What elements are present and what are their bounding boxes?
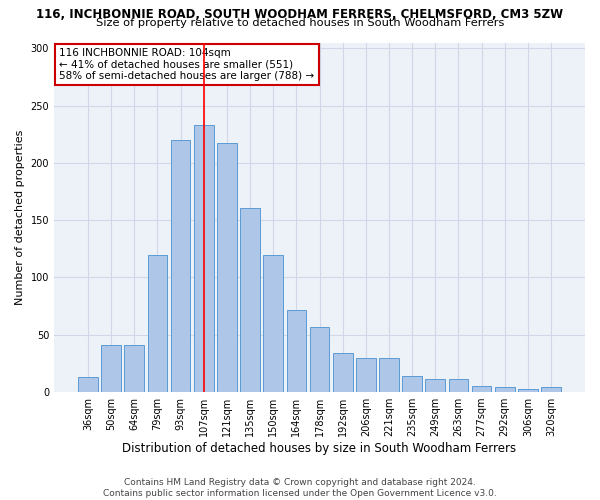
Bar [402,376,422,392]
Bar [101,345,121,392]
Text: 116 INCHBONNIE ROAD: 104sqm
← 41% of detached houses are smaller (551)
58% of se: 116 INCHBONNIE ROAD: 104sqm ← 41% of det… [59,48,314,81]
Text: Size of property relative to detached houses in South Woodham Ferrers: Size of property relative to detached ho… [96,18,504,28]
Bar [217,144,237,392]
Bar [78,377,98,392]
Bar [240,208,260,392]
Bar [379,358,399,392]
Bar [263,254,283,392]
Bar [449,380,468,392]
Bar [356,358,376,392]
Bar [541,388,561,392]
X-axis label: Distribution of detached houses by size in South Woodham Ferrers: Distribution of detached houses by size … [122,442,517,455]
Bar [472,386,491,392]
Bar [310,327,329,392]
Bar [287,310,306,392]
Bar [333,353,353,392]
Bar [495,388,515,392]
Y-axis label: Number of detached properties: Number of detached properties [15,130,25,305]
Text: Contains HM Land Registry data © Crown copyright and database right 2024.
Contai: Contains HM Land Registry data © Crown c… [103,478,497,498]
Bar [194,125,214,392]
Bar [425,380,445,392]
Bar [171,140,190,392]
Text: 116, INCHBONNIE ROAD, SOUTH WOODHAM FERRERS, CHELMSFORD, CM3 5ZW: 116, INCHBONNIE ROAD, SOUTH WOODHAM FERR… [37,8,563,20]
Bar [148,254,167,392]
Bar [518,388,538,392]
Bar [124,345,144,392]
